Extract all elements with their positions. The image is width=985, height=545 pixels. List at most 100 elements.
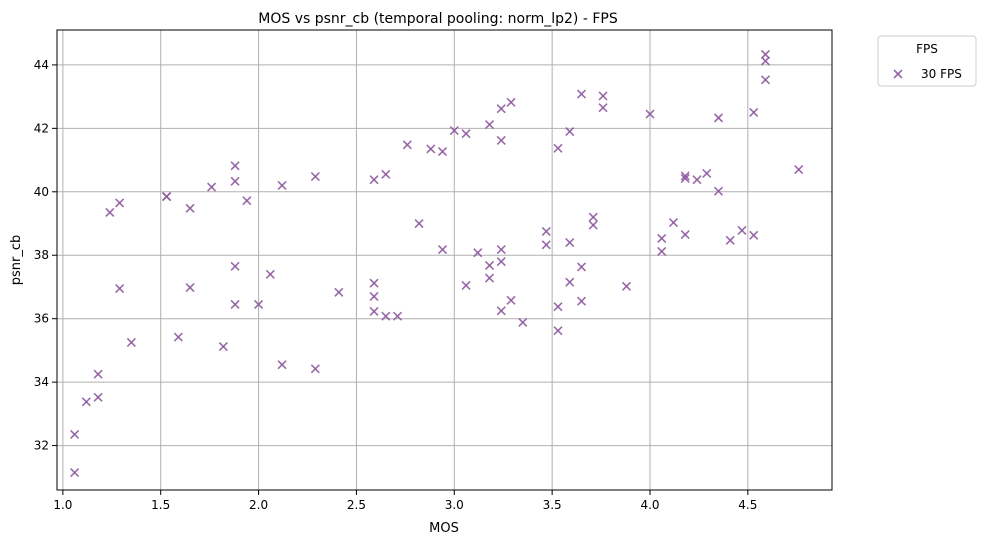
data-point [437, 244, 448, 255]
data-point [702, 168, 712, 178]
data-point [369, 291, 379, 302]
data-point [680, 230, 690, 240]
x-marker-stroke [760, 49, 771, 59]
data-point [334, 287, 344, 297]
data-point [105, 207, 115, 217]
data-point [621, 281, 632, 291]
data-points-30-fps [70, 49, 804, 478]
data-point [115, 283, 125, 294]
x-tick-label: 4.0 [640, 498, 659, 512]
data-point [588, 212, 598, 222]
data-point [162, 191, 172, 202]
x-marker-stroke [437, 244, 448, 255]
x-marker-stroke [93, 392, 103, 402]
x-marker-stroke [230, 261, 240, 271]
x-marker-stroke [254, 299, 264, 309]
data-point [381, 311, 391, 321]
x-marker-stroke [621, 281, 632, 291]
data-point [749, 107, 759, 118]
data-point [760, 49, 771, 59]
x-marker-stroke [242, 196, 252, 206]
data-point [230, 176, 240, 186]
x-marker-stroke [713, 113, 724, 123]
data-point [760, 56, 771, 66]
data-point [588, 220, 598, 230]
data-point [70, 467, 80, 478]
data-point [277, 180, 287, 191]
x-marker-stroke [484, 273, 495, 283]
data-point [70, 429, 80, 440]
grid-lines [57, 30, 832, 490]
x-marker-stroke [737, 225, 747, 236]
data-point [265, 269, 275, 279]
plot-area [56, 29, 833, 491]
data-point [565, 237, 575, 248]
data-point [437, 146, 448, 157]
x-axis-label: MOS [429, 521, 459, 536]
data-point [242, 196, 252, 206]
x-marker-stroke [115, 198, 125, 208]
x-marker-stroke [473, 248, 483, 258]
data-point [93, 392, 103, 402]
data-point [461, 129, 471, 139]
data-point [541, 226, 551, 237]
x-marker-stroke [369, 306, 379, 316]
x-marker-stroke [496, 257, 506, 267]
data-point [565, 277, 575, 287]
x-marker-stroke [484, 119, 495, 130]
x-marker-stroke [680, 173, 690, 184]
data-point [461, 280, 471, 290]
data-point [749, 230, 759, 240]
data-point [484, 119, 495, 130]
x-marker-stroke [541, 240, 551, 250]
x-marker-stroke [126, 337, 136, 348]
data-point [794, 165, 804, 175]
data-point [414, 218, 424, 229]
x-marker-stroke [93, 369, 103, 379]
x-marker-stroke [484, 260, 495, 270]
legend-box [877, 35, 977, 87]
data-point [369, 306, 379, 316]
data-point [173, 332, 183, 342]
data-point [760, 75, 771, 85]
data-point [496, 244, 506, 255]
data-point [680, 173, 690, 184]
x-marker-stroke [680, 230, 690, 240]
x-marker-stroke [553, 302, 563, 312]
y-tick-label: 42 [34, 121, 49, 135]
x-marker-stroke [461, 129, 471, 139]
x-marker-stroke [713, 186, 724, 196]
data-point [553, 143, 563, 153]
data-point [541, 240, 551, 250]
x-marker-stroke [105, 207, 115, 217]
legend-marker [893, 69, 903, 79]
data-point [473, 248, 483, 258]
x-marker-stroke [426, 144, 436, 154]
x-tick-label: 1.5 [151, 498, 170, 512]
data-point [426, 144, 436, 154]
x-marker-stroke [657, 233, 667, 243]
x-tick-label: 2.0 [249, 498, 268, 512]
x-marker-stroke [565, 126, 575, 137]
data-point [576, 89, 587, 99]
legend-marker-x [893, 69, 903, 79]
x-marker-stroke [668, 217, 679, 228]
y-tick-label: 34 [34, 375, 49, 389]
data-point [449, 125, 459, 136]
x-marker-stroke [230, 161, 240, 171]
x-marker-stroke [115, 283, 125, 294]
x-marker-stroke [496, 135, 506, 145]
chart-title: MOS vs psnr_cb (temporal pooling: norm_l… [258, 11, 618, 27]
x-tick-label: 2.5 [347, 498, 366, 512]
x-tick-label: 3.0 [445, 498, 464, 512]
data-point [506, 97, 516, 107]
x-marker-stroke [749, 230, 759, 240]
x-marker-stroke [588, 212, 598, 222]
x-axis: 1.0 1.5 2.0 2.5 3.0 3.5 4.0 4.5 [53, 490, 757, 512]
data-point [277, 360, 287, 370]
x-marker-stroke [381, 169, 391, 179]
x-marker-stroke [449, 125, 459, 136]
x-marker-stroke [588, 220, 598, 230]
x-marker-stroke [576, 89, 587, 99]
